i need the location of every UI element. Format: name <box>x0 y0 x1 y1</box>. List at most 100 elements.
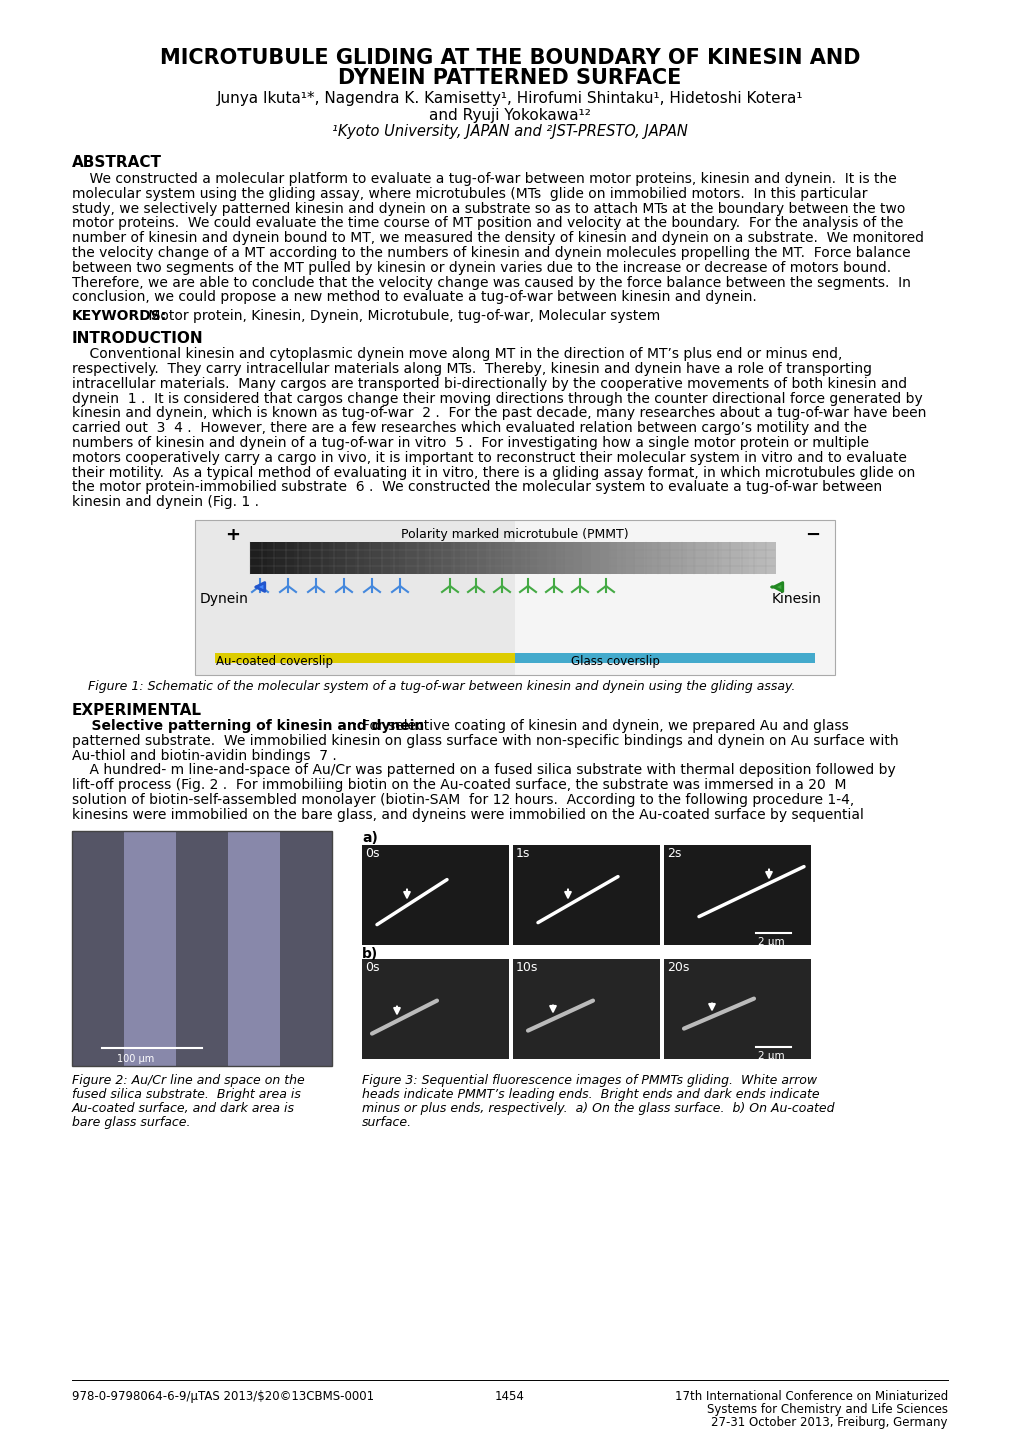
Bar <box>515 653 814 663</box>
Text: Kinesin: Kinesin <box>771 593 821 606</box>
Text: ABSTRACT: ABSTRACT <box>72 154 162 170</box>
Text: EXPERIMENTAL: EXPERIMENTAL <box>72 704 202 718</box>
Bar <box>486 542 495 574</box>
Bar <box>408 542 417 574</box>
Text: 100 μm: 100 μm <box>117 1054 154 1064</box>
Text: Junya Ikuta¹*, Nagendra K. Kamisetty¹, Hirofumi Shintaku¹, Hidetoshi Kotera¹: Junya Ikuta¹*, Nagendra K. Kamisetty¹, H… <box>216 91 803 107</box>
Bar <box>355 542 365 574</box>
Bar <box>663 959 810 1058</box>
Bar <box>713 542 722 574</box>
Text: Glass coverslip: Glass coverslip <box>570 655 659 668</box>
Text: b): b) <box>362 946 378 960</box>
Text: Au-thiol and biotin-avidin bindings  7 .: Au-thiol and biotin-avidin bindings 7 . <box>72 748 336 763</box>
Bar <box>739 542 749 574</box>
Text: minus or plus ends, respectively.  a) On the glass surface.  b) On Au-coated: minus or plus ends, respectively. a) On … <box>362 1102 834 1115</box>
Text: DYNEIN PATTERNED SURFACE: DYNEIN PATTERNED SURFACE <box>338 68 681 88</box>
Text: a): a) <box>362 831 377 845</box>
Bar <box>267 542 277 574</box>
Bar <box>643 542 653 574</box>
Bar <box>521 542 531 574</box>
Text: 0s: 0s <box>365 846 379 859</box>
Text: and Ryuji Yokokawa¹²: and Ryuji Yokokawa¹² <box>429 108 590 123</box>
Text: molecular system using the gliding assay, where microtubules (MTs  glide on immo: molecular system using the gliding assay… <box>72 187 866 200</box>
Bar <box>284 542 294 574</box>
Bar <box>663 845 810 945</box>
Bar <box>547 542 556 574</box>
Text: patterned substrate.  We immobili​ed kinesin on glass surface with non-specific : patterned substrate. We immobili​ed kine… <box>72 734 898 748</box>
Bar <box>433 542 443 574</box>
Text: fused silica substrate.  Bright area is: fused silica substrate. Bright area is <box>72 1087 301 1100</box>
Bar <box>515 521 835 675</box>
Text: 27-31 October 2013, Freiburg, Germany: 27-31 October 2013, Freiburg, Germany <box>711 1416 947 1429</box>
Bar <box>704 542 714 574</box>
Bar <box>626 542 636 574</box>
Bar <box>538 542 548 574</box>
Text: 2s: 2s <box>666 846 681 859</box>
Text: kinesin and dynein, which is known as tug-of-war  2 .  For the past decade, many: kinesin and dynein, which is known as tu… <box>72 407 925 421</box>
Bar <box>513 959 659 1058</box>
Bar <box>195 521 515 675</box>
Text: heads indicate PMMT’s leading ends.  Bright ends and dark ends indicate: heads indicate PMMT’s leading ends. Brig… <box>362 1087 819 1100</box>
Bar <box>512 542 522 574</box>
Text: Figure 1: Schematic of the molecular system of a tug-of-war between kinesin and : Figure 1: Schematic of the molecular sys… <box>72 681 795 694</box>
Text: the motor protein-immobili​ed substrate  6 .  We constructed the molecular syste: the motor protein-immobili​ed substrate … <box>72 480 881 495</box>
Text: bare glass surface.: bare glass surface. <box>72 1116 191 1129</box>
Text: 978-0-9798064-6-9/μTAS 2013/$20©13CBMS-0001: 978-0-9798064-6-9/μTAS 2013/$20©13CBMS-0… <box>72 1390 374 1403</box>
Text: Selective patterning of kinesin and dynein: Selective patterning of kinesin and dyne… <box>72 720 424 733</box>
Bar <box>494 542 504 574</box>
Text: 17th International Conference on Miniaturized: 17th International Conference on Miniatu… <box>675 1390 947 1403</box>
Bar <box>398 542 408 574</box>
Text: 2 μm: 2 μm <box>757 937 784 946</box>
Bar <box>696 542 705 574</box>
Bar <box>582 542 592 574</box>
Text: Figure 3: Sequential fluorescence images of PMMTs gliding.  White arrow: Figure 3: Sequential fluorescence images… <box>362 1074 816 1087</box>
Text: the velocity change of a MT according to the numbers of kinesin and dynein molec: the velocity change of a MT according to… <box>72 247 910 260</box>
Bar <box>442 542 451 574</box>
Text: solution of biotin-self-assembled monolayer (biotin-SAM  for 12 hours.  Accordin: solution of biotin-self-assembled monola… <box>72 793 854 808</box>
Bar <box>591 542 600 574</box>
Text: Therefore, we are able to conclude that the velocity change was caused by the fo: Therefore, we are able to conclude that … <box>72 275 910 290</box>
Bar <box>669 542 679 574</box>
Text: 1454: 1454 <box>494 1390 525 1403</box>
Text: motor proteins.  We could evaluate the time course of MT position and velocity a: motor proteins. We could evaluate the ti… <box>72 216 903 231</box>
Bar <box>513 845 659 945</box>
Bar <box>599 542 609 574</box>
Text: 0s: 0s <box>365 960 379 973</box>
Bar <box>124 831 176 1066</box>
Bar <box>259 542 268 574</box>
Text: ¹Kyoto University, JAPAN and ²JST-PRESTO, JAPAN: ¹Kyoto University, JAPAN and ²JST-PRESTO… <box>332 124 687 138</box>
Text: intracellular materials.  Many cargos are transported bi-directionally by the co: intracellular materials. Many cargos are… <box>72 376 906 391</box>
Bar <box>215 653 515 663</box>
Bar <box>503 542 513 574</box>
Text: lift-off process (Fig. 2 .  For immobili​ing biotin on the Au-coated surface, th: lift-off process (Fig. 2 . For immobili​… <box>72 779 846 792</box>
Text: study, we selectively patterned kinesin and dynein on a substrate so as to attac: study, we selectively patterned kinesin … <box>72 202 905 216</box>
Bar <box>469 542 478 574</box>
Bar <box>731 542 740 574</box>
Bar <box>477 542 487 574</box>
Bar <box>345 542 356 574</box>
Bar <box>293 542 304 574</box>
Text: : For selective coating of kinesin and dynein, we prepared Au and glass: : For selective coating of kinesin and d… <box>353 720 848 733</box>
Text: 20s: 20s <box>666 960 689 973</box>
Bar <box>608 542 618 574</box>
Bar <box>555 542 566 574</box>
Bar <box>687 542 697 574</box>
Bar <box>364 542 373 574</box>
Text: kinesin and dynein (Fig. 1 .: kinesin and dynein (Fig. 1 . <box>72 495 259 509</box>
Text: A hundred- m line-and-space of Au/Cr was patterned on a fused silica substrate w: A hundred- m line-and-space of Au/Cr was… <box>72 763 895 777</box>
Bar <box>381 542 390 574</box>
Bar <box>337 542 346 574</box>
Text: Systems for Chemistry and Life Sciences: Systems for Chemistry and Life Sciences <box>706 1403 947 1416</box>
Text: KEYWORDS:: KEYWORDS: <box>72 309 167 323</box>
Bar <box>320 542 329 574</box>
Text: Au-coated coverslip: Au-coated coverslip <box>216 655 333 668</box>
Text: conclusion, we could propose a new method to evaluate a tug-of-war between kines: conclusion, we could propose a new metho… <box>72 290 756 304</box>
Text: 1s: 1s <box>516 846 530 859</box>
Text: dynein  1 .  It is considered that cargos change their moving directions through: dynein 1 . It is considered that cargos … <box>72 392 922 405</box>
Bar <box>652 542 661 574</box>
Bar <box>328 542 338 574</box>
Bar <box>195 521 835 675</box>
Bar <box>573 542 583 574</box>
Bar <box>757 542 766 574</box>
Text: +: + <box>225 526 239 544</box>
